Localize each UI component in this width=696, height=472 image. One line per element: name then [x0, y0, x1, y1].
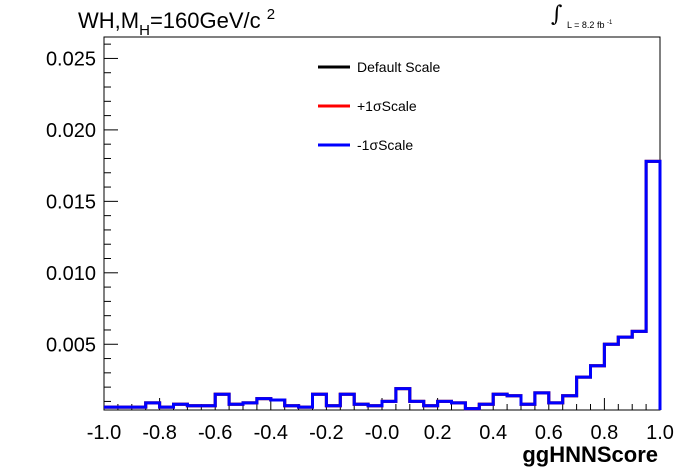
x-tick-label: 0.8	[590, 422, 618, 444]
chart-title: WH,MH=160GeV/c 2	[78, 6, 275, 39]
x-tick-label: 0.6	[535, 422, 563, 444]
integral-icon: ∫	[551, 2, 563, 27]
legend-label: Default Scale	[357, 59, 440, 75]
chart-title-main: WH,M	[78, 8, 140, 33]
x-axis-label: ggHNNScore	[522, 442, 658, 467]
x-tick-label: -0.2	[309, 422, 343, 444]
y-tick-label: 0.010	[46, 263, 96, 285]
chart-title-subscript: H	[139, 22, 150, 39]
y-tick-label: 0.015	[46, 191, 96, 213]
y-tick-label: 0.005	[46, 334, 96, 356]
x-tick-label: 1.0	[646, 422, 674, 444]
x-tick-label: -0.6	[198, 422, 232, 444]
chart-title-superscript: 2	[266, 6, 276, 23]
histogram-series--1-scale	[104, 159, 662, 411]
x-tick-label: 0.2	[424, 422, 452, 444]
x-tick-label: 0.4	[479, 422, 507, 444]
histogram-series-default-scale	[104, 159, 662, 411]
luminosity-text: L = 8.2 fb	[567, 20, 605, 30]
legend: Default Scale +1σScale -1σScale	[318, 59, 440, 153]
chart-title-rest: =160GeV/c	[149, 8, 261, 33]
x-axis: -1.0 -0.8 -0.6 -0.4 -0.2 -0.0 0.2 0.4 0.6 0.8 1.0	[87, 398, 674, 444]
y-tick-label: 0.020	[46, 120, 96, 142]
series-layer	[104, 159, 662, 411]
plot-frame	[103, 36, 661, 411]
x-tick-label: -1.0	[87, 422, 121, 444]
x-tick-label: -0.4	[254, 422, 288, 444]
y-tick-label: 0.025	[46, 48, 96, 70]
x-tick-label: -0.0	[365, 422, 399, 444]
histogram-series--1-scale	[104, 159, 662, 411]
legend-label: +1σScale	[357, 98, 417, 114]
y-axis: 0.005 0.010 0.015 0.020 0.025	[46, 43, 118, 402]
legend-label: -1σScale	[357, 137, 413, 153]
luminosity-unit-exponent: -1	[606, 20, 613, 26]
x-tick-label: -0.8	[142, 422, 176, 444]
